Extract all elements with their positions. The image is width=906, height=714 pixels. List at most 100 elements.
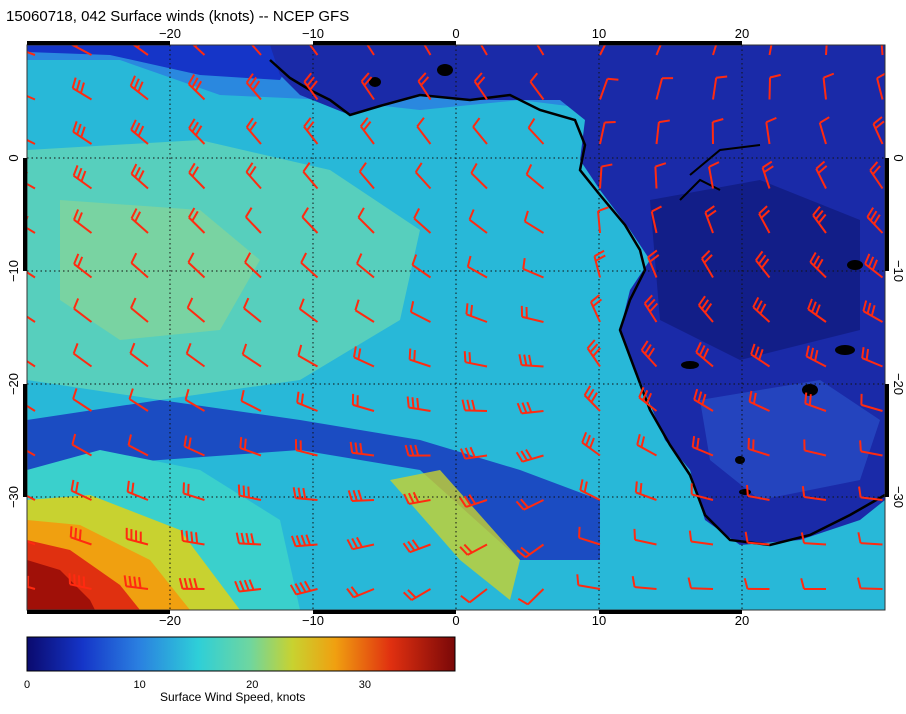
- wind-barb: [746, 484, 770, 501]
- wind-barb: [130, 163, 149, 190]
- wind-barb: [515, 498, 544, 511]
- wind-barb: [800, 578, 827, 590]
- map-title: 15060718, 042 Surface winds (knots) -- N…: [6, 8, 350, 25]
- lat-scale-bar: [23, 158, 27, 271]
- wind-barb: [461, 399, 488, 412]
- wind-barb: [353, 346, 375, 368]
- lon-tick-label: 10: [592, 26, 606, 41]
- wind-barb: [856, 577, 883, 590]
- wind-barb: [72, 342, 93, 368]
- lon-tick-label: 0: [452, 613, 459, 628]
- wind-barb: [360, 72, 375, 101]
- wind-barb: [459, 446, 488, 460]
- wind-barb: [357, 207, 375, 234]
- wind-barb: [72, 165, 93, 190]
- wind-barb: [180, 529, 205, 546]
- wind-barb: [178, 577, 205, 590]
- wind-barb: [807, 298, 827, 323]
- wind-barb: [237, 484, 262, 501]
- wind-barb: [862, 300, 883, 323]
- wind-barb: [755, 250, 771, 279]
- wind-barb: [413, 208, 432, 234]
- wind-barb: [72, 121, 93, 145]
- wind-barb: [308, 45, 319, 56]
- wind-barb: [184, 388, 206, 412]
- wind-barb: [245, 73, 262, 101]
- wind-barb: [812, 206, 827, 234]
- wind-barbs: [27, 45, 885, 606]
- lon-tick-label: −10: [302, 613, 324, 628]
- wind-barb: [768, 45, 773, 56]
- lat-scale-bar: [885, 158, 889, 271]
- wind-barb: [697, 295, 714, 323]
- lat-scale-bar: [23, 384, 27, 497]
- lat-scale-bar: [885, 384, 889, 497]
- wind-barb: [758, 205, 771, 234]
- wind-speed-field: [27, 45, 885, 610]
- wind-barb: [126, 480, 149, 501]
- wind-barb: [183, 435, 205, 457]
- lon-scale-bar: [313, 610, 456, 614]
- wind-barb: [71, 433, 92, 457]
- wind-barb: [711, 118, 724, 145]
- lat-tick-label: −30: [6, 486, 21, 508]
- wind-barb: [743, 578, 770, 590]
- wind-barb: [347, 489, 375, 502]
- wind-barb: [123, 575, 149, 590]
- wind-barb: [129, 75, 149, 101]
- wind-barb: [188, 162, 206, 190]
- wind-barb: [73, 253, 93, 279]
- wind-barb: [27, 404, 36, 412]
- wind-barb: [125, 527, 149, 546]
- wind-barb: [576, 574, 601, 590]
- axis-tick-labels: −20 −20 −10 −10 0 0 10 10 20 20 0 0 −10 −10 −20 −20 −30 −…: [6, 26, 906, 628]
- wind-barb: [473, 72, 488, 101]
- colorbar-tick-label: 20: [246, 679, 258, 691]
- wind-barb: [294, 439, 318, 457]
- wind-barb: [631, 576, 657, 590]
- wind-barb: [647, 249, 660, 278]
- lon-scale-bar: [599, 41, 742, 45]
- wind-barb: [869, 161, 884, 190]
- wind-barb: [245, 117, 262, 145]
- lon-scale-bar: [599, 610, 742, 614]
- wind-barb: [747, 437, 770, 457]
- wind-barb: [634, 481, 657, 501]
- wind-barb: [815, 160, 828, 189]
- wind-barb: [866, 207, 884, 234]
- wind-barb: [579, 479, 601, 501]
- wind-barb: [744, 531, 770, 546]
- wind-barb: [244, 207, 262, 234]
- wind-barb: [655, 77, 674, 100]
- wind-barb: [522, 257, 544, 279]
- wind-barb: [403, 491, 431, 505]
- wind-barb: [466, 255, 488, 279]
- lon-tick-label: −20: [159, 613, 181, 628]
- wind-barb: [748, 390, 770, 412]
- wind-barb: [750, 343, 771, 368]
- lon-tick-label: −20: [159, 26, 181, 41]
- wind-barb: [182, 482, 205, 501]
- wind-barb: [818, 116, 830, 145]
- wind-barb: [346, 536, 375, 551]
- wind-barb: [822, 72, 835, 100]
- wind-barb: [27, 360, 36, 368]
- wind-barb: [366, 45, 375, 56]
- wind-barb: [599, 163, 613, 189]
- wind-barb: [636, 433, 657, 457]
- wind-barb: [423, 45, 432, 56]
- wind-barb: [597, 206, 609, 234]
- wind-barb: [515, 449, 544, 463]
- wind-barb: [409, 301, 431, 323]
- wind-barb: [73, 209, 93, 234]
- wind-barb: [804, 392, 827, 412]
- wind-barb: [187, 252, 206, 279]
- lat-tick-label: −20: [891, 373, 906, 395]
- wind-barb: [27, 494, 36, 501]
- wind-barb: [27, 540, 36, 546]
- colorbar-tick-label: 10: [134, 679, 146, 691]
- lat-tick-label: −10: [891, 260, 906, 282]
- wind-barb: [687, 577, 714, 590]
- wind-barb: [516, 543, 545, 559]
- wind-barb: [244, 252, 262, 279]
